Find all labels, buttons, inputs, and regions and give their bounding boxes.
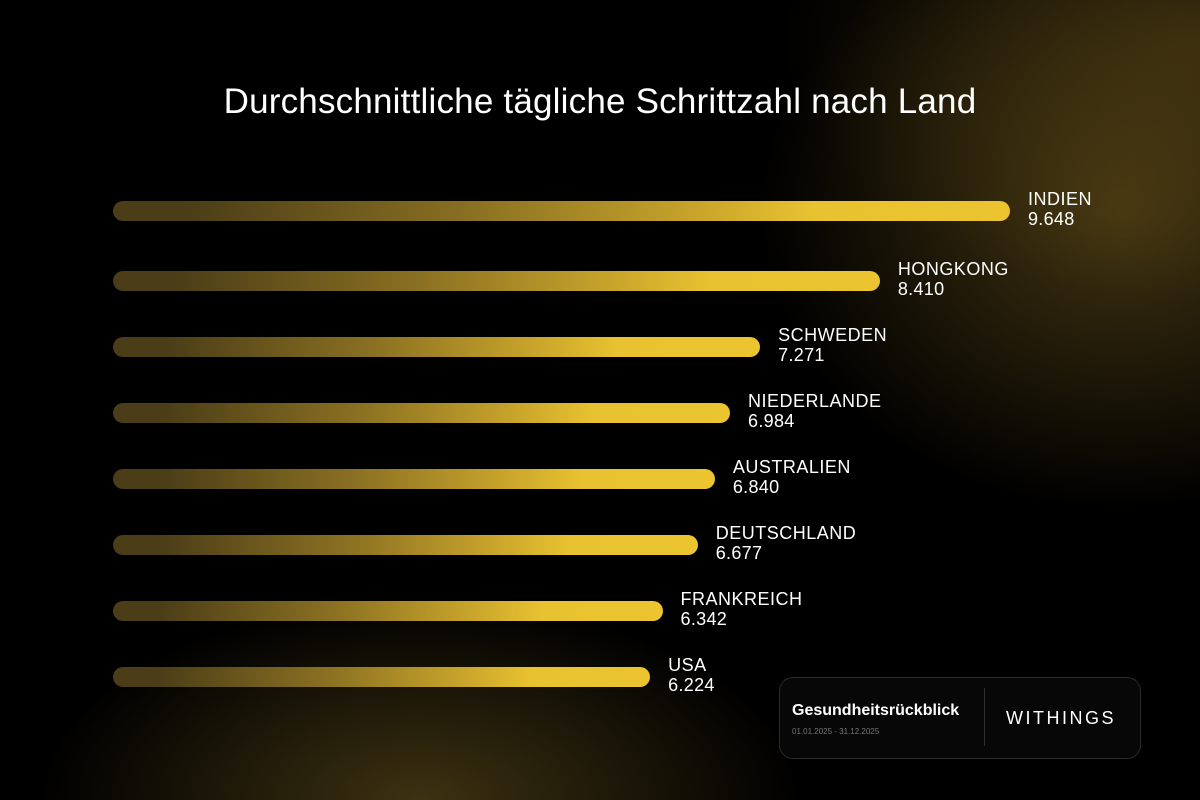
value-label: 6.224 [668, 675, 715, 695]
bar-label: NIEDERLANDE 6.984 [748, 391, 882, 431]
value-label: 6.984 [748, 411, 795, 431]
category-label: USA [668, 655, 707, 675]
value-label: 6.677 [715, 543, 763, 563]
bar-label: USA 6.224 [668, 655, 715, 695]
bar-usa [113, 667, 651, 687]
category-label: AUSTRALIEN [732, 457, 851, 477]
bar-deutschland [113, 535, 698, 555]
bar-australien [113, 469, 715, 489]
category-label: NIEDERLANDE [748, 391, 882, 411]
bar-label: SCHWEDEN 7.271 [778, 325, 887, 365]
chart-title: Durchschnittliche tägliche Schrittzahl n… [223, 82, 977, 121]
category-label: HONGKONG [897, 259, 1009, 279]
value-label: 7.271 [778, 345, 825, 365]
value-label: 6.840 [732, 477, 780, 497]
brand-logo: WITHINGS [1006, 708, 1116, 728]
info-card: Gesundheitsrückblick 01.01.2025 - 31.12.… [779, 677, 1141, 759]
value-label: 8.410 [897, 279, 945, 299]
card-title: Gesundheitsrückblick [792, 702, 960, 719]
bar-indien [113, 201, 1010, 221]
bar-label: DEUTSCHLAND 6.677 [716, 523, 857, 563]
card-dates: 01.01.2025 - 31.12.2025 [792, 727, 880, 736]
bar-label: INDIEN 9.648 [1028, 189, 1092, 229]
bar-label: FRANKREICH 6.342 [681, 589, 803, 629]
category-label: FRANKREICH [680, 589, 803, 609]
category-label: INDIEN [1028, 189, 1093, 209]
value-label: 9.648 [1028, 209, 1075, 229]
category-label: DEUTSCHLAND [715, 523, 857, 543]
bar-hongkong [113, 271, 880, 291]
category-label: SCHWEDEN [778, 325, 888, 345]
bar-niederlande [113, 403, 731, 423]
bar-frankreich [113, 601, 663, 621]
bar-label: HONGKONG 8.410 [898, 259, 1009, 299]
card-divider [984, 688, 985, 746]
bar-schweden [113, 337, 761, 357]
value-label: 6.342 [680, 609, 728, 629]
bar-label: AUSTRALIEN 6.840 [733, 457, 851, 497]
